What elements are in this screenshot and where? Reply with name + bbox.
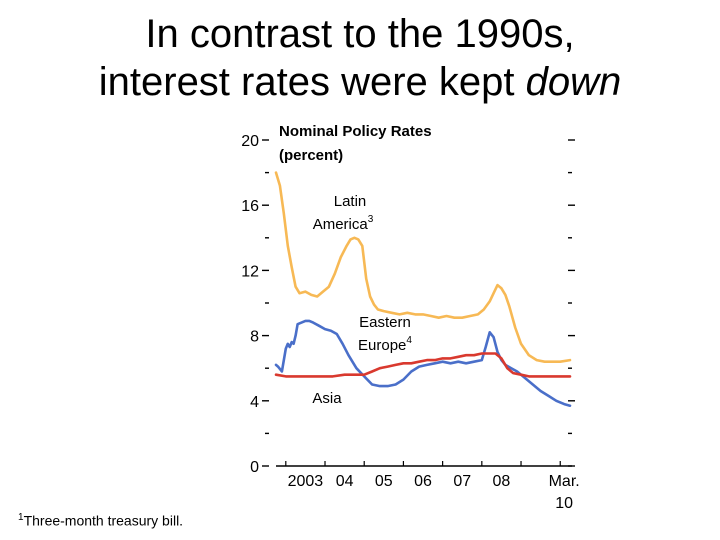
y-axis-tick-label: 16 — [241, 198, 259, 215]
slide-title-line-1: In contrast to the 1990s, — [145, 12, 575, 56]
y-axis-tick-label: 20 — [241, 133, 259, 150]
slide-title-line-2: interest rates were kept down — [0, 58, 720, 106]
footnote-marker: 1 — [18, 512, 24, 523]
series-label-eastern-europe-line-2: Europe4 — [358, 335, 412, 354]
series-line-latin-america — [274, 171, 572, 364]
x-axis-tick-label: 07 — [453, 473, 471, 490]
y-axis-tick-label: 8 — [250, 329, 259, 346]
chart-title-line-1: Nominal Policy Rates — [279, 123, 432, 140]
y-axis-tick-label: 0 — [250, 459, 259, 476]
slide-title-line-2-text: interest rates were kept — [98, 60, 526, 104]
footnote: 1Three-month treasury bill. — [18, 512, 183, 529]
chart-title-line-2: (percent) — [279, 147, 343, 164]
series-labels-layer: Latin America3 Eastern Europe4 Asia — [312, 193, 412, 407]
series-note-marker: 3 — [368, 214, 374, 225]
x-axis-tick-label: Mar. — [549, 473, 580, 490]
series-label-latin-america: Latin — [334, 193, 367, 210]
slide-title-emphasis: down — [525, 60, 622, 104]
x-axis-tick-label: 06 — [414, 473, 432, 490]
y-axis-tick-label: 4 — [250, 394, 259, 411]
y-axis-tick-label: 12 — [241, 263, 259, 280]
x-axis-tick-sublabel: 10 — [555, 495, 573, 512]
x-axis-tick-label: 2003 — [288, 473, 324, 490]
series-layer — [274, 171, 572, 408]
series-label-eastern-europe: Eastern — [359, 314, 411, 331]
series-note-marker: 4 — [406, 335, 412, 346]
series-line-eastern-europe — [274, 319, 572, 408]
series-label-asia: Asia — [312, 390, 342, 407]
slide-title: In contrast to the 1990s, interest rates… — [0, 10, 720, 106]
x-axis-tick-label: 08 — [493, 473, 511, 490]
series-line-asia — [274, 352, 572, 378]
x-axis-tick-label: 05 — [375, 473, 393, 490]
x-axis-tick-label: 04 — [336, 473, 354, 490]
footnote-text: Three-month treasury bill. — [23, 512, 184, 529]
series-label-latin-america-line-2: America3 — [313, 214, 374, 233]
